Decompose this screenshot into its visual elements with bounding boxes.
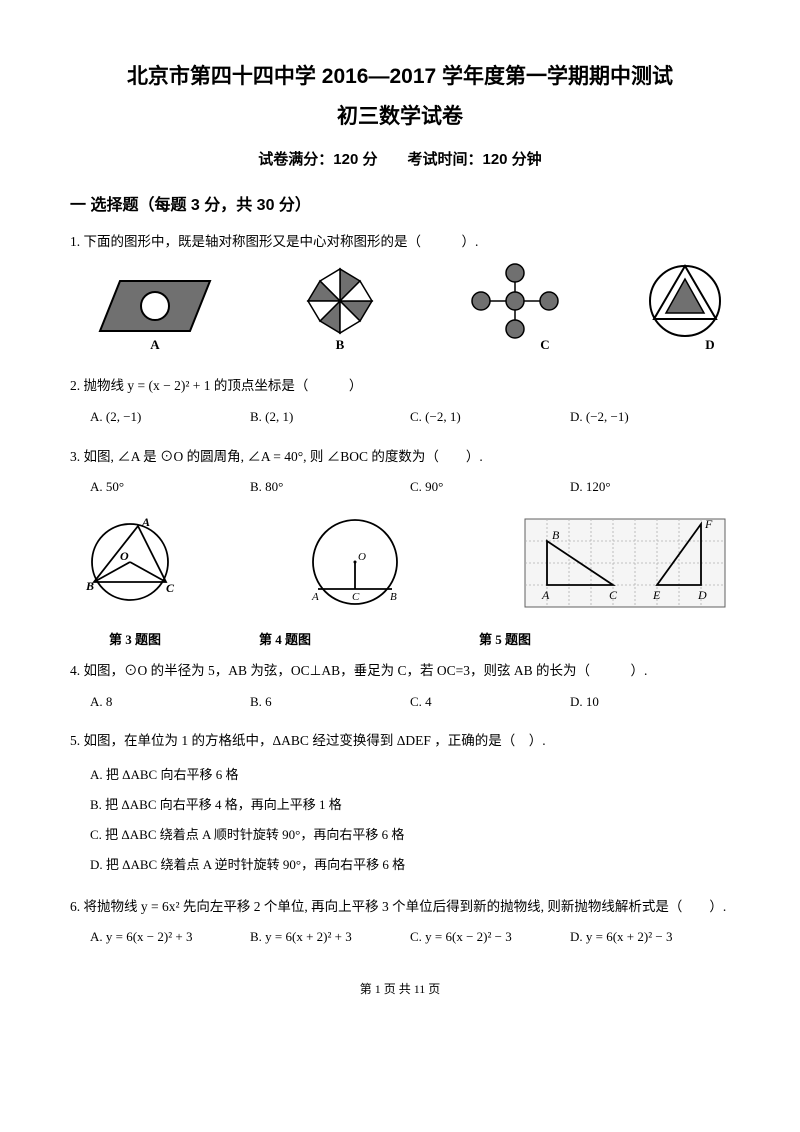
grid-transform-icon: A B C E D F: [520, 514, 730, 614]
q2-option-c: C. (−2, 1): [410, 405, 570, 430]
page-footer: 第 1 页 共 11 页: [70, 980, 730, 997]
inscribed-angle-icon: A O B C: [80, 514, 190, 614]
svg-text:B: B: [336, 337, 345, 351]
svg-text:O: O: [120, 549, 129, 563]
q1-text: 1. 下面的图形中，既是轴对称图形又是中心对称图形的是（ ）.: [70, 229, 730, 255]
q1-figure-d: D: [640, 261, 730, 360]
q6-option-c: C. y = 6(x − 2)² − 3: [410, 925, 570, 950]
title-line-1: 北京市第四十四中学 2016—2017 学年度第一学期期中测试: [70, 60, 730, 90]
q2-option-d: D. (−2, −1): [570, 405, 730, 430]
fig-label-5: 第 5 题图: [370, 629, 640, 648]
q5-option-a: A. 把 ΔABC 向右平移 6 格: [90, 760, 730, 790]
q3-option-b: B. 80°: [250, 475, 410, 500]
q6-text: 6. 将抛物线 y = 6x² 先向左平移 2 个单位, 再向上平移 3 个单位…: [70, 894, 730, 920]
svg-text:C: C: [352, 591, 360, 603]
svg-text:C: C: [540, 337, 549, 351]
q1-figures: A B: [90, 261, 730, 360]
q6-option-d: D. y = 6(x + 2)² − 3: [570, 925, 730, 950]
q4-option-d: D. 10: [570, 690, 730, 715]
triangle-circle-icon: D: [640, 261, 730, 351]
q4-option-a: A. 8: [90, 690, 250, 715]
q3-option-d: D. 120°: [570, 475, 730, 500]
q5-text: 5. 如图，在单位为 1 的方格纸中，ΔABC 经过变换得到 ΔDEF ，正确的…: [70, 728, 730, 754]
q1-figure-a: A: [90, 271, 220, 360]
svg-text:D: D: [697, 588, 707, 602]
q3-text: 3. 如图, ∠A 是 ⊙O 的圆周角, ∠A = 40°, 则 ∠BOC 的度…: [70, 444, 730, 470]
q3-figure: A O B C: [80, 514, 190, 619]
exam-subtitle: 试卷满分：120 分 考试时间：120 分钟: [70, 148, 730, 169]
svg-text:F: F: [704, 517, 713, 531]
q2-option-b: B. (2, 1): [250, 405, 410, 430]
q5-option-b: B. 把 ΔABC 向右平移 4 格，再向上平移 1 格: [90, 790, 730, 820]
q3-option-c: C. 90°: [410, 475, 570, 500]
q5-option-d: D. 把 ΔABC 绕着点 A 逆时针旋转 90°，再向右平移 6 格: [90, 850, 730, 880]
svg-text:E: E: [652, 588, 661, 602]
svg-text:B: B: [390, 591, 397, 603]
fig-label-3: 第 3 题图: [70, 629, 200, 648]
q4-text: 4. 如图，⊙O 的半径为 5，AB 为弦，OC⊥AB，垂足为 C，若 OC=3…: [70, 658, 730, 684]
question-1: 1. 下面的图形中，既是轴对称图形又是中心对称图形的是（ ）. A: [70, 229, 730, 359]
chord-radius-icon: O A C B: [290, 514, 420, 614]
q4-option-c: C. 4: [410, 690, 570, 715]
question-3: 3. 如图, ∠A 是 ⊙O 的圆周角, ∠A = 40°, 则 ∠BOC 的度…: [70, 444, 730, 500]
svg-text:C: C: [166, 581, 175, 595]
q6-option-a: A. y = 6(x − 2)² + 3: [90, 925, 250, 950]
q1-figure-b: B: [290, 261, 390, 360]
q2-option-a: A. (2, −1): [90, 405, 250, 430]
q4-figure: O A C B: [290, 514, 420, 619]
svg-text:A: A: [141, 515, 150, 529]
q4-options: A. 8 B. 6 C. 4 D. 10: [90, 690, 730, 715]
title-line-2: 初三数学试卷: [70, 100, 730, 130]
svg-text:B: B: [552, 528, 560, 542]
q6-options: A. y = 6(x − 2)² + 3 B. y = 6(x + 2)² + …: [90, 925, 730, 950]
svg-text:A: A: [150, 337, 160, 351]
q3-options: A. 50° B. 80° C. 90° D. 120°: [90, 475, 730, 500]
question-4: 4. 如图，⊙O 的半径为 5，AB 为弦，OC⊥AB，垂足为 C，若 OC=3…: [70, 658, 730, 714]
svg-text:B: B: [85, 579, 94, 593]
q3-4-5-figures: A O B C O A C B: [80, 514, 730, 619]
q1-figure-c: C: [460, 261, 570, 360]
question-6: 6. 将抛物线 y = 6x² 先向左平移 2 个单位, 再向上平移 3 个单位…: [70, 894, 730, 950]
q5-figure: A B C E D F: [520, 514, 730, 619]
pinwheel-icon: B: [290, 261, 390, 351]
svg-text:A: A: [541, 588, 550, 602]
svg-text:O: O: [358, 551, 366, 563]
q2-formula: y = (x − 2)² + 1: [127, 378, 210, 393]
page-container: 北京市第四十四中学 2016—2017 学年度第一学期期中测试 初三数学试卷 试…: [0, 0, 800, 1037]
q5-options: A. 把 ΔABC 向右平移 6 格 B. 把 ΔABC 向右平移 4 格，再向…: [90, 760, 730, 880]
section-1-title: 一 选择题（每题 3 分，共 30 分）: [70, 191, 730, 215]
svg-text:C: C: [609, 588, 618, 602]
q4-option-b: B. 6: [250, 690, 410, 715]
figure-labels-row: 第 3 题图 第 4 题图 第 5 题图: [70, 629, 730, 648]
q2-text: 2. 抛物线 y = (x − 2)² + 1 的顶点坐标是（ ）: [70, 373, 730, 399]
question-2: 2. 抛物线 y = (x − 2)² + 1 的顶点坐标是（ ） A. (2,…: [70, 373, 730, 429]
svg-text:A: A: [311, 591, 319, 603]
cross-circles-icon: C: [460, 261, 570, 351]
q3-option-a: A. 50°: [90, 475, 250, 500]
q6-option-b: B. y = 6(x + 2)² + 3: [250, 925, 410, 950]
fig-label-4: 第 4 题图: [200, 629, 370, 648]
svg-text:D: D: [705, 337, 714, 351]
q2-options: A. (2, −1) B. (2, 1) C. (−2, 1) D. (−2, …: [90, 405, 730, 430]
q5-option-c: C. 把 ΔABC 绕着点 A 顺时针旋转 90°，再向右平移 6 格: [90, 820, 730, 850]
parallelogram-icon: A: [90, 271, 220, 351]
question-5: 5. 如图，在单位为 1 的方格纸中，ΔABC 经过变换得到 ΔDEF ，正确的…: [70, 728, 730, 879]
